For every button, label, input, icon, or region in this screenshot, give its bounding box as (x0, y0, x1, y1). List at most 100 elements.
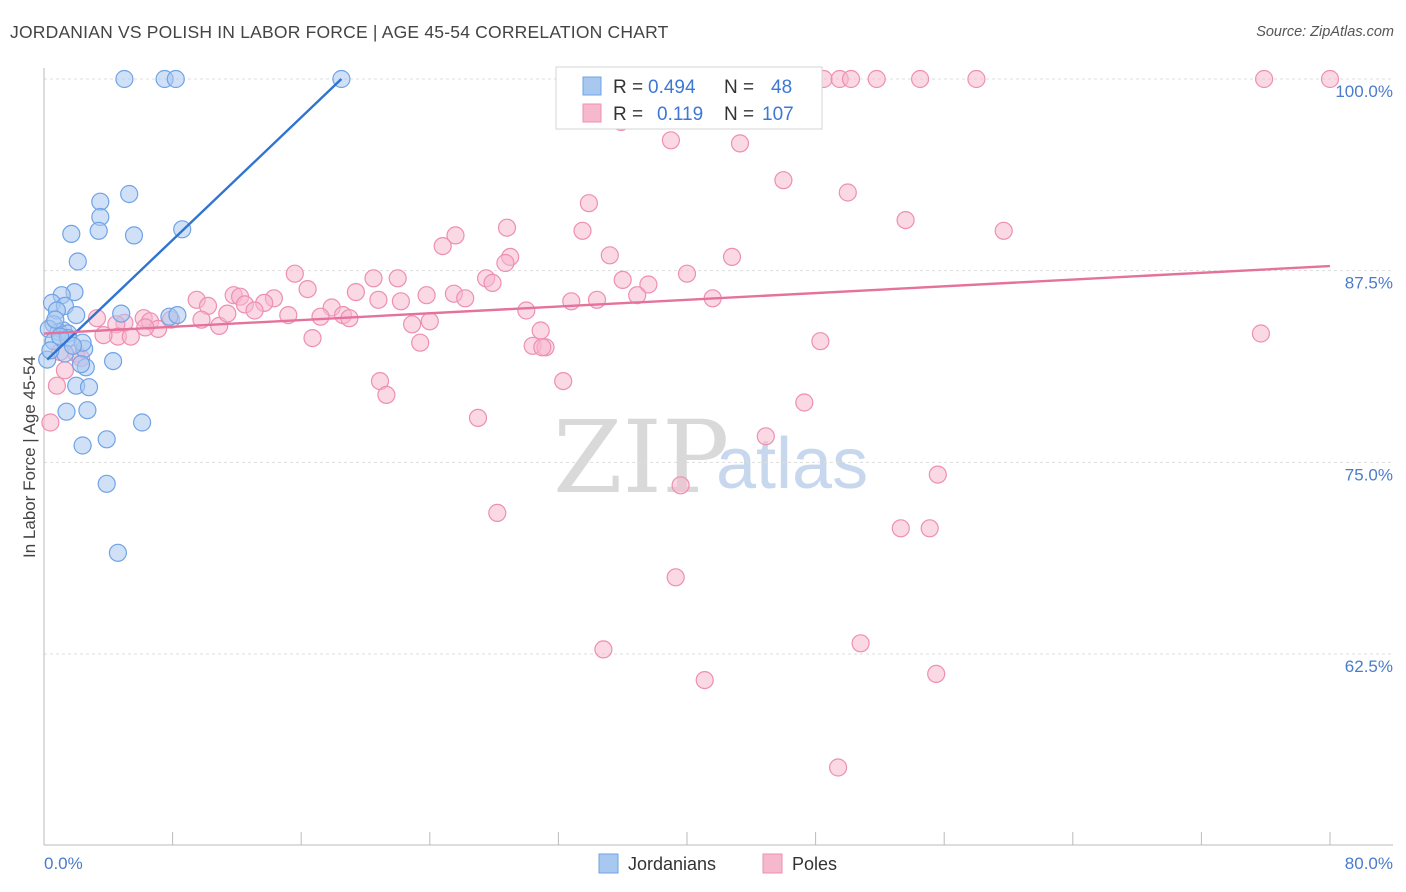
poles-point-17 (994, 221, 1013, 240)
poles-point-22 (433, 237, 452, 256)
poles-point-57 (87, 309, 107, 328)
x-tick-label: 80.0% (1345, 854, 1393, 873)
poles-point-2 (841, 69, 861, 89)
jordanians-point-10 (62, 224, 81, 243)
y-tick-label: 75.0% (1345, 465, 1393, 484)
jordanians-point-4 (120, 184, 139, 204)
gridlines (44, 78, 1393, 655)
poles-trend-line (43, 264, 1331, 335)
poles-point-24 (722, 247, 742, 266)
poles-point-86 (47, 376, 67, 395)
legend-n-label-1: N = (724, 77, 754, 98)
poles-point-95 (920, 519, 939, 538)
poles-point-87 (795, 393, 814, 412)
poles-point-100 (927, 664, 946, 684)
poles-point-27 (285, 264, 304, 283)
jordanians-points (38, 69, 351, 562)
jordanians-point-34 (57, 402, 76, 421)
poles-point-67 (420, 312, 439, 331)
poles-point-3 (867, 69, 886, 89)
poles-point-77 (533, 338, 552, 357)
poles-point-54 (311, 307, 330, 326)
poles-point-6 (1254, 69, 1274, 89)
poles-point-103 (517, 301, 536, 320)
poles-point-73 (303, 329, 322, 348)
y-tick-label: 62.5% (1345, 657, 1393, 676)
jordanians-point-38 (73, 436, 92, 455)
poles-point-94 (891, 519, 910, 538)
jordanians-point-41 (112, 304, 131, 323)
poles-point-92 (671, 476, 690, 495)
legend-n-label-2: N = (724, 104, 754, 125)
jordanians-point-28 (103, 352, 123, 371)
poles-point-12 (661, 131, 681, 150)
jordanians-point-35 (78, 401, 97, 420)
poles-point-78 (811, 332, 830, 351)
legend-label-jordanians: Jordanians (628, 854, 716, 874)
poles-point-52 (245, 301, 264, 320)
y-tick-label: 100.0% (1335, 82, 1393, 101)
poles-point-35 (346, 283, 365, 302)
legend-swatch-poles (582, 103, 602, 123)
poles-point-89 (41, 413, 60, 432)
jordanians-trend-line (46, 78, 343, 361)
legend-n-value-2: 107 (762, 104, 794, 125)
poles-point-88 (468, 408, 488, 427)
poles-point-5 (967, 69, 986, 89)
poles-point-93 (488, 503, 507, 523)
poles-point-68 (531, 321, 550, 340)
poles-point-47 (391, 292, 410, 311)
watermark-zip: ZIP (553, 399, 729, 516)
poles-point-91 (928, 465, 947, 484)
poles-point-4 (910, 69, 930, 89)
poles-point-29 (364, 269, 383, 288)
x-tick-labels: 0.0% 80.0% (44, 854, 1393, 873)
poles-point-98 (594, 640, 613, 659)
poles-point-69 (628, 286, 647, 305)
legend-r-label-1: R = (613, 77, 643, 98)
poles-point-97 (851, 634, 870, 653)
legend-swatch-jordanians-bottom (598, 853, 619, 874)
poles-point-26 (496, 253, 515, 273)
legend-n-value-1: 48 (771, 77, 792, 98)
poles-point-20 (573, 221, 592, 240)
poles-point-72 (121, 327, 140, 346)
poles-point-46 (369, 290, 388, 309)
poles-point-18 (579, 194, 599, 213)
y-axis-label: In Labor Force | Age 45-54 (20, 356, 39, 558)
poles-point-33 (613, 270, 632, 289)
jordanians-point-27 (71, 355, 91, 374)
x-tick-label: 0.0% (44, 854, 83, 873)
poles-point-32 (483, 273, 502, 292)
legend-label-poles: Poles (792, 854, 837, 874)
x-axis-ticks (43, 832, 1331, 845)
poles-point-90 (756, 427, 775, 446)
poles-point-79 (1251, 324, 1271, 343)
legend-r-label-2: R = (613, 104, 643, 125)
watermark-atlas: atlas (716, 424, 868, 504)
legend-swatch-poles-bottom (762, 853, 783, 874)
legend-r-value-1: 0.494 (648, 77, 696, 98)
poles-point-21 (446, 226, 465, 245)
poles-points (41, 69, 1340, 777)
jordanians-point-45 (63, 336, 83, 355)
poles-point-105 (218, 304, 237, 323)
poles-point-14 (774, 171, 793, 190)
jordanians-point-47 (168, 306, 187, 325)
poles-point-36 (417, 286, 436, 305)
poles-point-28 (677, 264, 697, 283)
jordanians-point-8 (124, 226, 144, 245)
jordanians-point-7 (89, 221, 108, 240)
poles-point-23 (600, 246, 619, 265)
jordanians-point-17 (67, 306, 86, 325)
jordanians-point-39 (97, 474, 116, 493)
poles-point-85 (377, 385, 396, 404)
legend-r-value-2: 0.119 (657, 104, 703, 125)
jordanians-point-0 (115, 69, 134, 89)
jordanians-point-43 (46, 310, 65, 329)
stats-legend: R = 0.494 N = 48 R = 0.119 N = 107 (555, 66, 823, 130)
chart-title: JORDANIAN VS POLISH IN LABOR FORCE | AGE… (10, 22, 669, 42)
poles-point-84 (554, 372, 573, 391)
legend-swatch-jordanians (582, 76, 602, 96)
